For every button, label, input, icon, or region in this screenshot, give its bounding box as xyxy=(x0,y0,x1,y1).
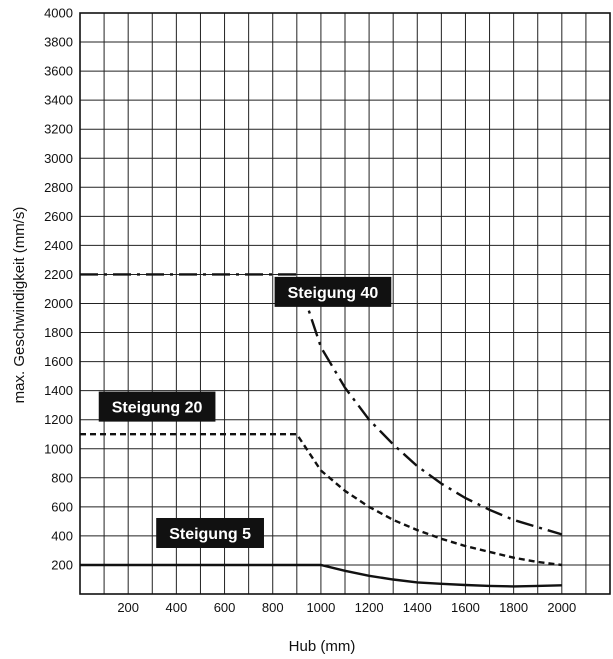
y-tick-label: 2400 xyxy=(44,238,73,253)
x-tick-label: 600 xyxy=(214,600,236,615)
y-tick-label: 4000 xyxy=(44,6,73,21)
x-tick-label: 800 xyxy=(262,600,284,615)
series-label-box xyxy=(274,276,392,307)
y-tick-label: 1200 xyxy=(44,412,73,427)
series-label-text: Steigung 5 xyxy=(169,526,251,543)
series-line-steigung-20 xyxy=(80,433,562,567)
y-tick-label: 2800 xyxy=(44,180,73,195)
frame-layer xyxy=(79,12,611,595)
series-label-steigung-20: Steigung 20 xyxy=(98,391,216,422)
x-tick-label: 1400 xyxy=(403,600,432,615)
series-label-steigung-5: Steigung 5 xyxy=(156,517,264,548)
x-tick-label: 2000 xyxy=(547,600,576,615)
tick-label-layer: 200 400 600 800 1000 1200 1400 1600 1800 2000 2200… xyxy=(44,6,576,616)
y-tick-label: 2200 xyxy=(44,267,73,282)
series-label-text: Steigung 40 xyxy=(288,285,379,302)
x-tick-label: 200 xyxy=(117,600,139,615)
series-label-box xyxy=(98,391,216,422)
series-line-steigung-5 xyxy=(80,563,562,588)
y-tick-label: 800 xyxy=(51,470,73,485)
y-tick-label: 3800 xyxy=(44,35,73,50)
x-tick-label: 1200 xyxy=(355,600,384,615)
series-label-box xyxy=(156,517,264,548)
x-tick-label: 1000 xyxy=(306,600,335,615)
x-tick-label: 1600 xyxy=(451,600,480,615)
x-axis-title: Hub (mm) xyxy=(289,638,356,655)
y-tick-label: 200 xyxy=(51,557,73,572)
y-tick-label: 1600 xyxy=(44,354,73,369)
y-axis-title: max. Geschwindigkeit (mm/s) xyxy=(11,207,28,404)
series-label-steigung-40: Steigung 40 xyxy=(274,276,392,307)
y-tick-label: 3000 xyxy=(44,151,73,166)
y-tick-label: 3200 xyxy=(44,122,73,137)
y-tick-label: 2000 xyxy=(44,296,73,311)
x-tick-label: 400 xyxy=(166,600,188,615)
y-tick-label: 2600 xyxy=(44,209,73,224)
series-label-text: Steigung 20 xyxy=(112,400,203,417)
y-tick-label: 1400 xyxy=(44,383,73,398)
y-tick-label: 1000 xyxy=(44,441,73,456)
x-tick-label: 1800 xyxy=(499,600,528,615)
series-label-layer: Steigung 40 Steigung 20 Steigung 5 xyxy=(98,276,392,548)
y-tick-label: 3600 xyxy=(44,64,73,79)
y-tick-label: 3400 xyxy=(44,93,73,108)
plot-frame xyxy=(79,12,611,595)
y-tick-label: 1800 xyxy=(44,325,73,340)
y-tick-label: 400 xyxy=(51,528,73,543)
y-tick-label: 600 xyxy=(51,499,73,514)
series-layer xyxy=(80,273,563,588)
